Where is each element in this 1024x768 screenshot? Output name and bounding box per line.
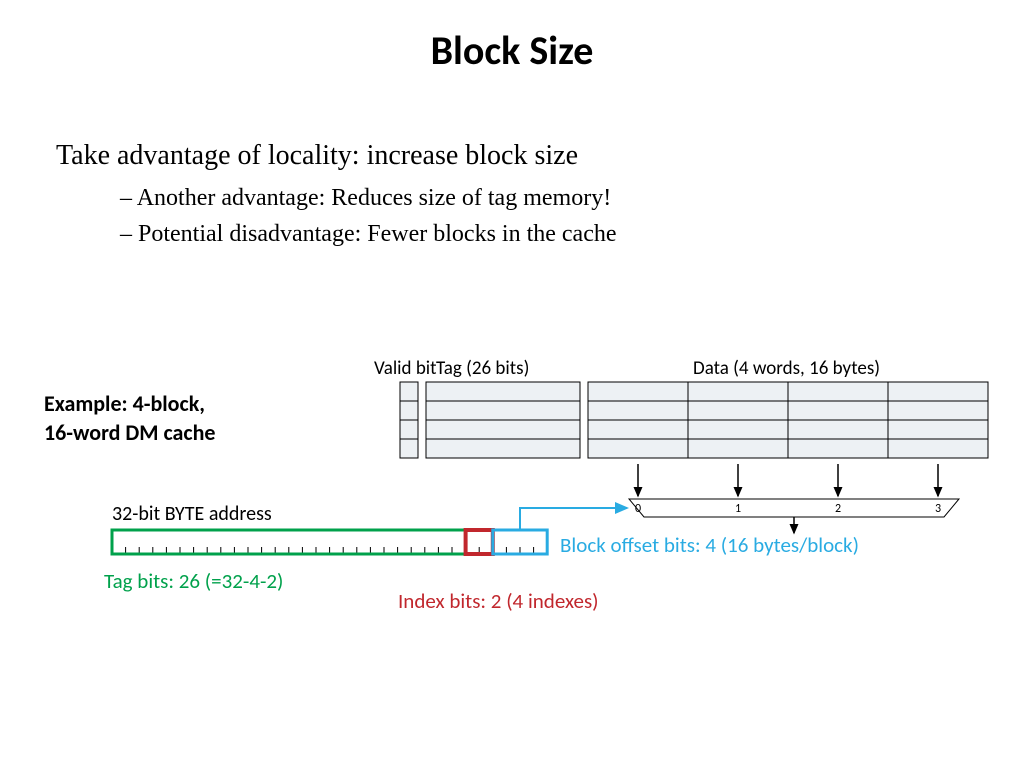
- svg-text:Tag (26 bits): Tag (26 bits): [436, 357, 529, 380]
- svg-text:Index bits: 2 (4 indexes): Index bits: 2 (4 indexes): [398, 588, 599, 614]
- svg-text:Valid bit: Valid bit: [374, 357, 437, 380]
- svg-text:Data (4 words, 16 bytes): Data (4 words, 16 bytes): [693, 357, 880, 380]
- svg-text:0: 0: [635, 502, 641, 516]
- svg-text:2: 2: [835, 502, 841, 516]
- svg-text:Tag bits: 26 (=32-4-2): Tag bits: 26 (=32-4-2): [104, 568, 283, 594]
- svg-text:1: 1: [735, 502, 741, 516]
- svg-text:32-bit BYTE address: 32-bit BYTE address: [112, 502, 272, 526]
- svg-text:3: 3: [935, 502, 941, 516]
- cache-diagram: Valid bitTag (26 bits) Data (4 words, 16 …: [0, 0, 1024, 768]
- svg-text:Block offset bits: 4 (16 bytes: Block offset bits: 4 (16 bytes/block): [560, 532, 859, 558]
